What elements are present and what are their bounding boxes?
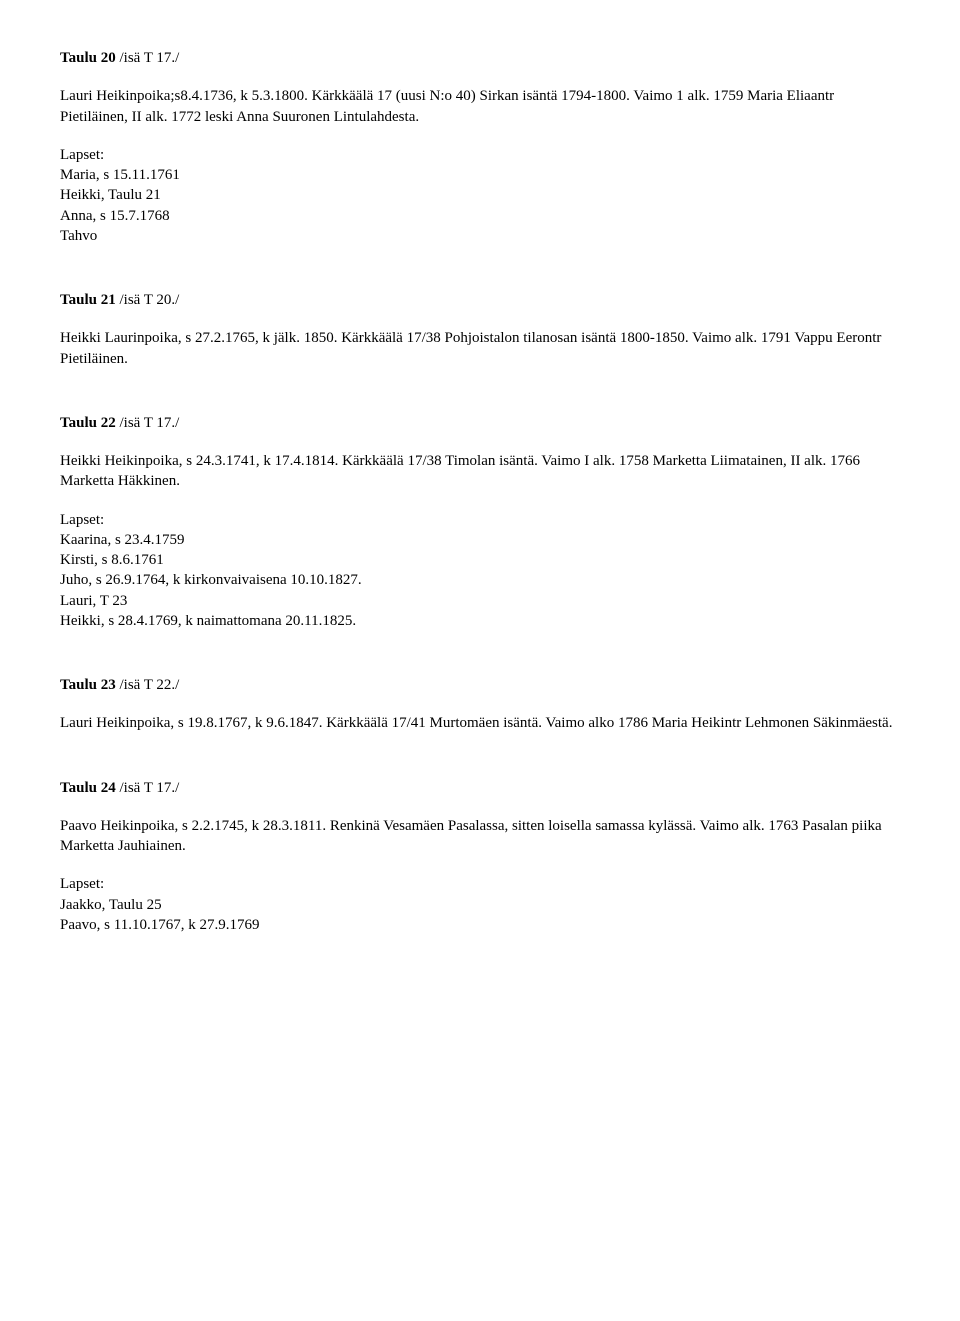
list-item: Jaakko, Taulu 25 [60, 895, 900, 915]
taulu-ref: /isä T 17./ [116, 50, 180, 66]
children-label: Lapset: [60, 145, 900, 165]
children-label: Lapset: [60, 510, 900, 530]
taulu-number: Taulu 23 [60, 677, 116, 693]
list-item: Paavo, s 11.10.1767, k 27.9.1769 [60, 915, 900, 935]
taulu-body: Heikki Heikinpoika, s 24.3.1741, k 17.4.… [60, 451, 900, 492]
taulu-body: Lauri Heikinpoika;s8.4.1736, k 5.3.1800.… [60, 86, 900, 127]
taulu-heading: Taulu 23 /isä T 22./ [60, 675, 900, 695]
list-item: Tahvo [60, 226, 900, 246]
taulu-heading: Taulu 21 /isä T 20./ [60, 290, 900, 310]
list-item: Lauri, T 23 [60, 591, 900, 611]
children-list: Lapset: Kaarina, s 23.4.1759 Kirsti, s 8… [60, 510, 900, 632]
list-item: Maria, s 15.11.1761 [60, 165, 900, 185]
list-item: Anna, s 15.7.1768 [60, 206, 900, 226]
list-item: Heikki, s 28.4.1769, k naimattomana 20.1… [60, 611, 900, 631]
children-list: Lapset: Jaakko, Taulu 25 Paavo, s 11.10.… [60, 874, 900, 935]
taulu-ref: /isä T 17./ [116, 780, 180, 796]
taulu-ref: /isä T 22./ [116, 677, 180, 693]
list-item: Juho, s 26.9.1764, k kirkonvaivaisena 10… [60, 570, 900, 590]
taulu-number: Taulu 21 [60, 292, 116, 308]
taulu-body: Lauri Heikinpoika, s 19.8.1767, k 9.6.18… [60, 713, 900, 733]
taulu-ref: /isä T 20./ [116, 292, 180, 308]
taulu-body: Paavo Heikinpoika, s 2.2.1745, k 28.3.18… [60, 816, 900, 857]
taulu-number: Taulu 24 [60, 780, 116, 796]
taulu-number: Taulu 20 [60, 50, 116, 66]
list-item: Kaarina, s 23.4.1759 [60, 530, 900, 550]
taulu-ref: /isä T 17./ [116, 415, 180, 431]
taulu-heading: Taulu 24 /isä T 17./ [60, 778, 900, 798]
taulu-body: Heikki Laurinpoika, s 27.2.1765, k jälk.… [60, 328, 900, 369]
children-label: Lapset: [60, 874, 900, 894]
taulu-heading: Taulu 20 /isä T 17./ [60, 48, 900, 68]
children-list: Lapset: Maria, s 15.11.1761 Heikki, Taul… [60, 145, 900, 246]
taulu-number: Taulu 22 [60, 415, 116, 431]
list-item: Heikki, Taulu 21 [60, 185, 900, 205]
list-item: Kirsti, s 8.6.1761 [60, 550, 900, 570]
taulu-heading: Taulu 22 /isä T 17./ [60, 413, 900, 433]
